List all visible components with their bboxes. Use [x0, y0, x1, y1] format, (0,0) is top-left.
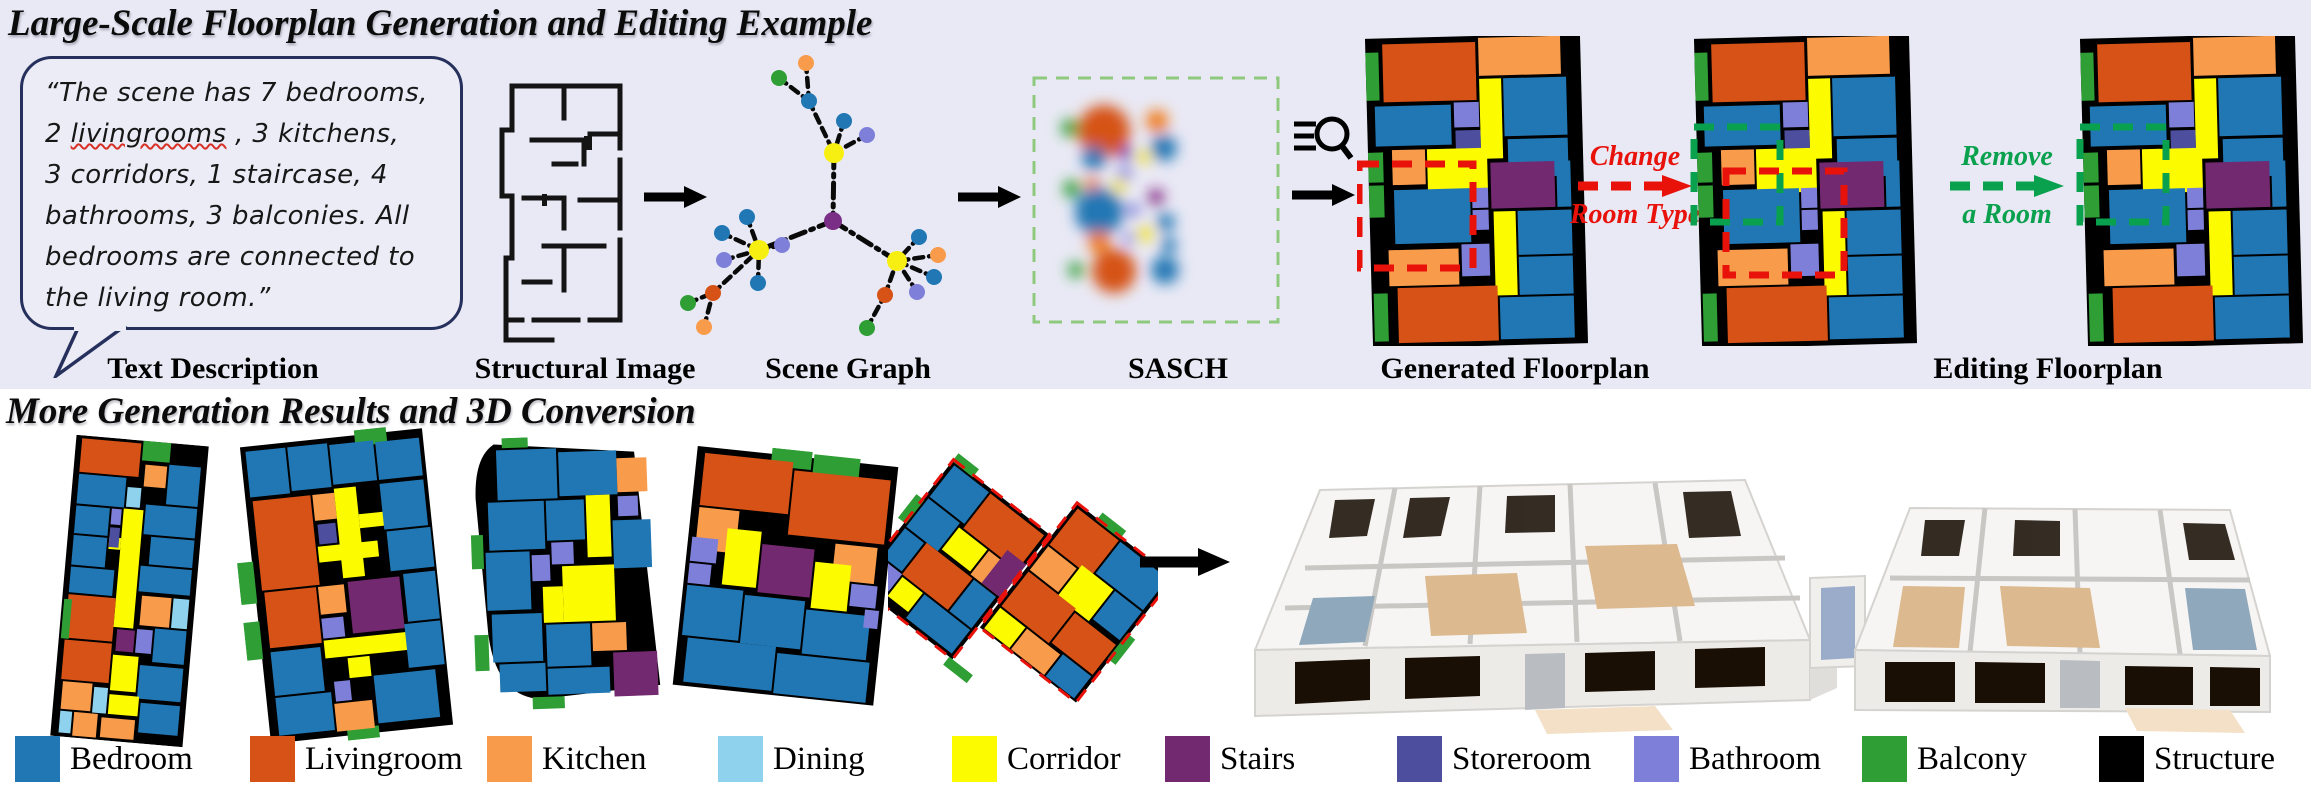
- legend-label: Dining: [773, 741, 865, 777]
- structural-image: [499, 83, 623, 343]
- legend-label: Storeroom: [1452, 741, 1592, 777]
- legend-swatch: [1634, 736, 1679, 782]
- legend-label: Bathroom: [1689, 741, 1821, 777]
- green-dashed-arrow-icon: [1950, 175, 2064, 197]
- legend-label: Bedroom: [70, 741, 193, 777]
- right-arrow-icon: [1140, 548, 1230, 576]
- stage-label-editing-floorplan: Editing Floorplan: [1933, 352, 2163, 385]
- result-floorplan-2: [237, 426, 454, 744]
- result-floorplan-4: [672, 446, 899, 706]
- quote-line: “The scene has 7 bedrooms,: [45, 78, 428, 108]
- stage-label-scene-graph: Scene Graph: [765, 352, 931, 385]
- legend-item: Livingroom: [250, 736, 463, 782]
- result-floorplan-3: [470, 437, 661, 710]
- red-dashed-arrow-icon: [1578, 175, 1692, 197]
- legend-label: Balcony: [1917, 741, 2027, 777]
- results-section-title: More Generation Results and 3D Conversio…: [6, 391, 696, 432]
- legend-item: Kitchen: [487, 736, 646, 782]
- legend-swatch: [1397, 736, 1442, 782]
- legend-item: Corridor: [952, 736, 1121, 782]
- right-arrow-icon: [958, 186, 1021, 208]
- inspect-zoom-icon: [1294, 116, 1354, 160]
- scene-graph: [680, 55, 946, 336]
- legend-label: Kitchen: [542, 741, 647, 777]
- stage-label-generated-floorplan: Generated Floorplan: [1380, 352, 1650, 385]
- right-arrow-icon: [1292, 184, 1355, 206]
- legend-swatch: [250, 736, 295, 782]
- legend-swatch: [487, 736, 532, 782]
- figure-title: Large-Scale Floorplan Generation and Edi…: [8, 3, 873, 44]
- edit-label-line: Room Type: [1569, 199, 1701, 230]
- edit-label-line: Remove: [1961, 141, 2053, 172]
- generated-floorplan: [1357, 36, 1589, 346]
- legend-item: Structure: [2099, 736, 2275, 782]
- remove-room-annotation: Remove a Room: [1932, 140, 2082, 232]
- legend-label: Structure: [2154, 741, 2275, 777]
- text-description-bubble: “The scene has 7 bedrooms, 2 livingrooms…: [20, 56, 463, 330]
- legend-label: Livingroom: [305, 741, 463, 777]
- legend-item: Balcony: [1862, 736, 2027, 782]
- quote-line: bathrooms, 3 balconies. All: [45, 201, 410, 231]
- result-floorplan-5: [888, 453, 1158, 705]
- result-floorplan-1: [50, 434, 209, 748]
- quote-line: bedrooms are connected to: [45, 242, 416, 272]
- legend-swatch: [1862, 736, 1907, 782]
- change-room-type-annotation: Change Room Type: [1560, 140, 1710, 232]
- legend-swatch: [2099, 736, 2144, 782]
- edit-label-line: Change: [1589, 141, 1681, 172]
- sasch-heatmap: [1032, 76, 1280, 324]
- legend-item: Storeroom: [1397, 736, 1591, 782]
- quote-line: the living room.”: [45, 283, 271, 313]
- legend-item: Dining: [718, 736, 865, 782]
- quote-line: 3 corridors, 1 staircase, 4: [45, 160, 388, 190]
- legend-label: Stairs: [1220, 741, 1296, 777]
- speech-bubble-tail: [53, 326, 128, 378]
- legend-item: Bathroom: [1634, 736, 1821, 782]
- misspelled-word: livingrooms: [70, 119, 227, 149]
- edit-label-line: a Room: [1962, 199, 2052, 230]
- quote-line: 2 livingrooms , 3 kitchens,: [45, 119, 400, 149]
- edited-floorplan-change: [1690, 36, 1918, 346]
- legend-swatch: [952, 736, 997, 782]
- stage-label-structural-image: Structural Image: [474, 352, 696, 385]
- legend-item: Bedroom: [15, 736, 193, 782]
- floorplan-3d-render: [1253, 478, 2272, 734]
- legend-swatch: [1165, 736, 1210, 782]
- edited-floorplan-remove: [2076, 36, 2304, 346]
- stage-label-sasch: SASCH: [1127, 352, 1229, 385]
- legend-label: Corridor: [1007, 741, 1121, 777]
- legend-item: Stairs: [1165, 736, 1295, 782]
- legend-swatch: [15, 736, 60, 782]
- stage-label-text-description: Text Description: [107, 352, 319, 385]
- legend-swatch: [718, 736, 763, 782]
- right-arrow-icon: [644, 186, 707, 208]
